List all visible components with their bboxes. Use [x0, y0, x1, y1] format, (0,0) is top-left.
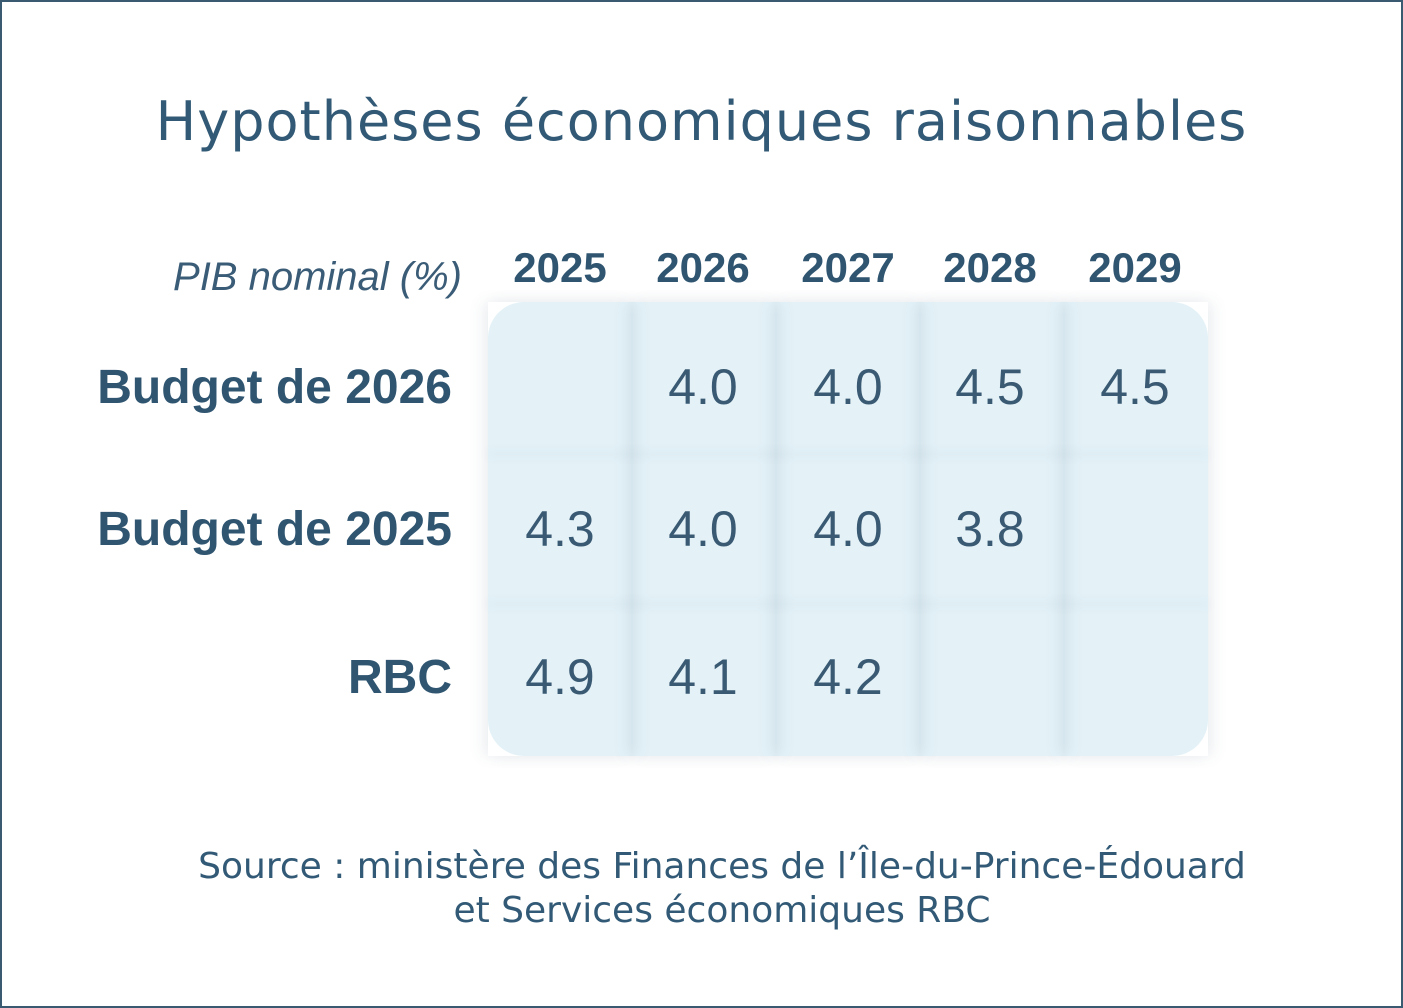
- table-cell: 4.2: [813, 649, 883, 705]
- column-header-2026: 2026: [656, 244, 750, 291]
- table-cell: 4.0: [668, 501, 738, 557]
- table-cell: 4.0: [813, 359, 883, 415]
- table-cell: 3.8: [955, 501, 1025, 557]
- row-label: RBC: [348, 651, 452, 704]
- table-cell: 4.3: [525, 501, 595, 557]
- table-cell: 4.1: [668, 649, 738, 705]
- column-header-2027: 2027: [801, 244, 895, 291]
- row-label: Budget de 2025: [97, 503, 452, 556]
- column-header-2029: 2029: [1088, 244, 1182, 291]
- chart-title: Hypothèses économiques raisonnables: [155, 90, 1248, 153]
- table-cell: 4.0: [813, 501, 883, 557]
- source-line: Source : ministère des Finances de l’Île…: [198, 846, 1246, 887]
- table-cell: 4.5: [1100, 359, 1170, 415]
- source-note: Source : ministère des Finances de l’Île…: [2, 845, 1403, 933]
- column-header-2028: 2028: [943, 244, 1037, 291]
- table-panel: [488, 302, 1208, 756]
- table-cell: 4.9: [525, 649, 595, 705]
- column-header-2025: 2025: [513, 244, 607, 291]
- source-line: et Services économiques RBC: [453, 890, 991, 931]
- row-header-label: PIB nominal (%): [173, 255, 462, 299]
- table-cell: 4.5: [955, 359, 1025, 415]
- row-label: Budget de 2026: [97, 361, 452, 414]
- table-cell: 4.0: [668, 359, 738, 415]
